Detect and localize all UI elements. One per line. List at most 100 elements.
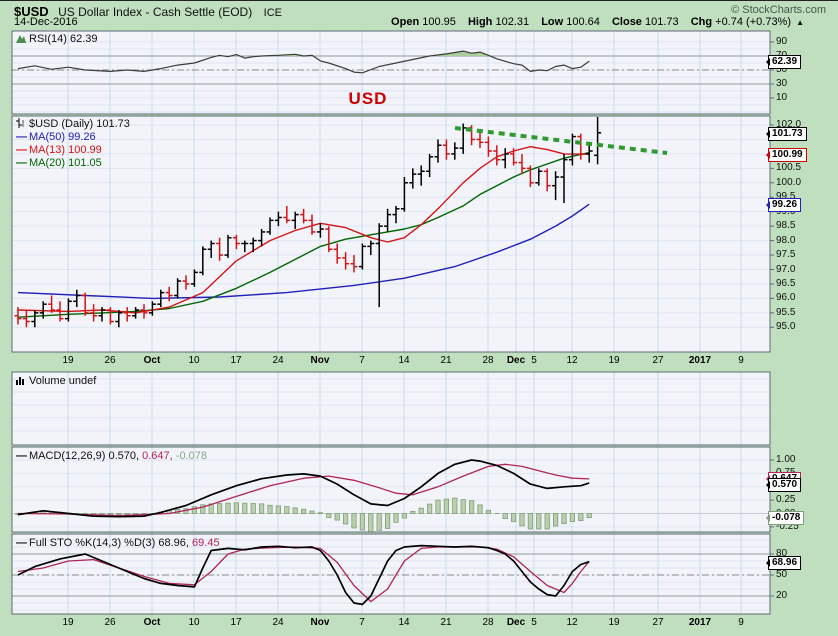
axis-label: 98.5 bbox=[776, 220, 795, 231]
close-label: Close bbox=[612, 16, 642, 28]
chg-value: +0.74 (+0.73%) bbox=[715, 16, 791, 28]
ma50-line-sample-icon: — bbox=[16, 131, 26, 143]
ma50-legend-label: MA(50) 99.26 bbox=[29, 131, 96, 143]
chart-date: 14-Dec-2016 bbox=[14, 16, 78, 28]
high-label: High bbox=[468, 16, 492, 28]
x-tick-label: 12 bbox=[555, 355, 589, 366]
volume-legend-label: Volume undef bbox=[29, 375, 96, 387]
axis-label: 97.0 bbox=[776, 264, 795, 275]
x-tick-label: 2017 bbox=[683, 355, 717, 366]
axis-label: 95.0 bbox=[776, 321, 795, 332]
ma20-legend: —MA(20) 101.05 bbox=[16, 157, 102, 169]
x-tick-label: 12 bbox=[555, 617, 589, 628]
x-tick-label: 14 bbox=[387, 617, 421, 628]
sto-line-sample-icon: — bbox=[16, 537, 26, 549]
x-tick-label: 2017 bbox=[683, 617, 717, 628]
ma20-line-sample-icon: — bbox=[16, 157, 26, 169]
close-value: 101.73 bbox=[645, 16, 679, 28]
x-tick-label: 7 bbox=[345, 355, 379, 366]
axis-label: 96.0 bbox=[776, 292, 795, 303]
x-tick-label: 9 bbox=[724, 355, 758, 366]
axis-label: 20 bbox=[776, 590, 787, 601]
indicator-area-icon bbox=[16, 34, 26, 46]
sto-d-value: 69.45 bbox=[192, 537, 220, 549]
x-tick-label: Nov bbox=[303, 617, 337, 628]
sto-value-tag: 68.96 bbox=[768, 556, 801, 570]
x-tick-label: 21 bbox=[429, 617, 463, 628]
ma13-legend: —MA(13) 100.99 bbox=[16, 144, 102, 156]
chg-label: Chg bbox=[691, 16, 712, 28]
x-tick-label: 17 bbox=[219, 355, 253, 366]
axis-label: 50 bbox=[776, 569, 787, 580]
macd-hist-tag: -0.078 bbox=[768, 511, 804, 525]
axis-label: 10 bbox=[776, 92, 787, 103]
x-tick-label: 5 bbox=[517, 355, 551, 366]
price-legend-main: $USD (Daily) 101.73 bbox=[16, 118, 130, 131]
rsi-legend-label: RSI(14) 62.39 bbox=[29, 33, 97, 45]
instrument-title: US Dollar Index - Cash Settle (EOD) bbox=[58, 5, 252, 19]
x-tick-label: 19 bbox=[597, 617, 631, 628]
ma13-legend-label: MA(13) 100.99 bbox=[29, 144, 102, 156]
x-tick-label: 19 bbox=[597, 355, 631, 366]
axis-label: 96.5 bbox=[776, 278, 795, 289]
up-arrow-icon: ▲ bbox=[796, 18, 804, 27]
macd-legend-label: MACD(12,26,9) 0.570, bbox=[29, 450, 139, 462]
open-value: 100.95 bbox=[422, 16, 456, 28]
x-tick-label: 5 bbox=[517, 617, 551, 628]
price-close-tag: 101.73 bbox=[768, 127, 807, 141]
x-tick-label: Nov bbox=[303, 355, 337, 366]
x-tick-label: Oct bbox=[135, 355, 169, 366]
axis-label: 98.0 bbox=[776, 235, 795, 246]
chart-header: $USD US Dollar Index - Cash Settle (EOD)… bbox=[0, 1, 838, 29]
axis-label: 97.5 bbox=[776, 249, 795, 260]
macd-line-sample-icon: — bbox=[16, 450, 26, 462]
x-tick-label: 24 bbox=[261, 617, 295, 628]
x-tick-label: 14 bbox=[387, 355, 421, 366]
title-row: $USD US Dollar Index - Cash Settle (EOD)… bbox=[14, 3, 828, 17]
sto-legend-label: Full STO %K(14,3) %D(3) 68.96, bbox=[29, 537, 189, 549]
x-tick-label: 17 bbox=[219, 617, 253, 628]
candlestick-icon bbox=[16, 118, 26, 131]
x-tick-label: 19 bbox=[51, 355, 85, 366]
copyright: © StockCharts.com bbox=[731, 4, 826, 16]
macd-value-tag: 0.570 bbox=[768, 478, 801, 492]
axis-label: 100.5 bbox=[776, 162, 801, 173]
axis-label: 100.0 bbox=[776, 177, 801, 188]
x-tick-label: 7 bbox=[345, 617, 379, 628]
axis-label: 95.5 bbox=[776, 307, 795, 318]
open-label: Open bbox=[391, 16, 419, 28]
ma50-value-tag: 99.26 bbox=[768, 198, 801, 212]
ma13-line-sample-icon: — bbox=[16, 144, 26, 156]
ma13-value-tag: 100.99 bbox=[768, 148, 807, 162]
sto-legend: —Full STO %K(14,3) %D(3) 68.96, 69.45 bbox=[16, 537, 220, 549]
axis-label: 1.00 bbox=[776, 454, 795, 465]
ohlc-readout: Open 100.95 High 102.31 Low 100.64 Close… bbox=[382, 16, 804, 28]
x-tick-label: Oct bbox=[135, 617, 169, 628]
macd-hist-value: -0.078 bbox=[176, 450, 207, 462]
high-value: 102.31 bbox=[495, 16, 529, 28]
ma20-legend-label: MA(20) 101.05 bbox=[29, 157, 102, 169]
x-tick-label: 19 bbox=[51, 617, 85, 628]
x-tick-label: 27 bbox=[641, 355, 675, 366]
usd-annotation: USD bbox=[333, 89, 403, 109]
volume-legend: Volume undef bbox=[16, 375, 96, 388]
x-tick-label: 26 bbox=[93, 617, 127, 628]
macd-legend: —MACD(12,26,9) 0.570, 0.647, -0.078 bbox=[16, 450, 207, 462]
rsi-value-tag: 62.39 bbox=[768, 55, 801, 69]
ma50-legend: —MA(50) 99.26 bbox=[16, 131, 96, 143]
price-legend-label: $USD (Daily) 101.73 bbox=[29, 118, 130, 130]
x-tick-label: 21 bbox=[429, 355, 463, 366]
low-value: 100.64 bbox=[566, 16, 600, 28]
x-tick-label: 10 bbox=[177, 355, 211, 366]
rsi-legend: RSI(14) 62.39 bbox=[16, 33, 97, 46]
low-label: Low bbox=[541, 16, 563, 28]
x-tick-label: 27 bbox=[641, 617, 675, 628]
axis-label: 90 bbox=[776, 36, 787, 47]
axis-label: 0.25 bbox=[776, 494, 795, 505]
x-tick-label: 24 bbox=[261, 355, 295, 366]
x-tick-label: 9 bbox=[724, 617, 758, 628]
axis-label: 30 bbox=[776, 78, 787, 89]
x-tick-label: 26 bbox=[93, 355, 127, 366]
volume-bars-icon bbox=[16, 376, 26, 388]
